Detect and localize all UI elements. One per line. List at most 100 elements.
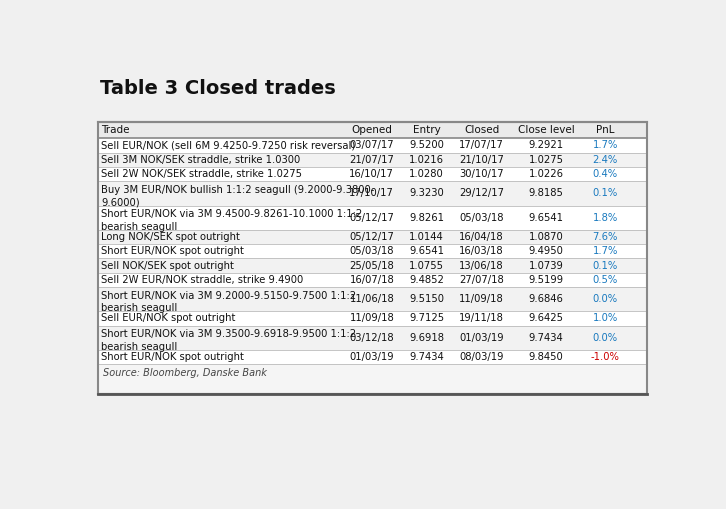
Text: -1.0%: -1.0% [591,352,620,362]
Text: 9.2921: 9.2921 [529,140,564,151]
Text: 17/10/17: 17/10/17 [349,188,394,199]
Text: 29/12/17: 29/12/17 [459,188,504,199]
Bar [97,206,647,230]
Text: 1.0216: 1.0216 [409,155,444,165]
Text: 1.0755: 1.0755 [409,261,444,271]
Text: Sell 2W EUR/NOK straddle, strike 9.4900: Sell 2W EUR/NOK straddle, strike 9.4900 [101,275,303,285]
Text: Entry: Entry [413,125,441,135]
Text: 11/09/18: 11/09/18 [459,294,504,304]
Text: 9.6541: 9.6541 [409,246,444,256]
Text: 9.7125: 9.7125 [409,314,444,324]
Text: Short EUR/NOK spot outright: Short EUR/NOK spot outright [101,352,244,362]
Text: Sell EUR/NOK (sell 6M 9.4250-9.7250 risk reversal): Sell EUR/NOK (sell 6M 9.4250-9.7250 risk… [101,140,355,151]
Text: 21/10/17: 21/10/17 [459,155,504,165]
Text: 05/03/18: 05/03/18 [460,213,504,222]
Text: 9.4950: 9.4950 [529,246,563,256]
Text: Sell EUR/NOK spot outright: Sell EUR/NOK spot outright [101,314,235,324]
Text: Opened: Opened [351,125,392,135]
Text: Source: Bloomberg, Danske Bank: Source: Bloomberg, Danske Bank [103,368,267,378]
Text: 08/03/19: 08/03/19 [460,352,504,362]
Text: 11/06/18: 11/06/18 [349,294,394,304]
Text: 0.1%: 0.1% [592,261,618,271]
Text: 05/03/18: 05/03/18 [349,246,394,256]
Text: Sell NOK/SEK spot outright: Sell NOK/SEK spot outright [101,261,234,271]
Text: 1.0226: 1.0226 [529,169,563,179]
Text: Closed: Closed [464,125,499,135]
Text: 16/07/18: 16/07/18 [349,275,394,285]
Text: Close level: Close level [518,125,574,135]
Text: 9.5150: 9.5150 [409,294,444,304]
Text: 0.0%: 0.0% [592,333,618,343]
Text: 9.5200: 9.5200 [409,140,444,151]
Bar [97,122,647,393]
Text: 1.0144: 1.0144 [409,232,444,242]
Text: 13/06/18: 13/06/18 [460,261,504,271]
Text: 1.0739: 1.0739 [529,261,563,271]
Bar [97,153,647,167]
Text: 9.6541: 9.6541 [529,213,563,222]
Text: Sell 2W NOK/SEK straddle, strike 1.0275: Sell 2W NOK/SEK straddle, strike 1.0275 [101,169,302,179]
Bar [97,122,647,138]
Text: Short EUR/NOK via 3M 9.3500-9.6918-9.9500 1:1:2
bearish seagull: Short EUR/NOK via 3M 9.3500-9.6918-9.950… [101,329,356,352]
Text: 03/07/17: 03/07/17 [349,140,394,151]
Text: 0.4%: 0.4% [592,169,618,179]
Text: 11/09/18: 11/09/18 [349,314,394,324]
Text: 0.5%: 0.5% [592,275,618,285]
Text: Sell 3M NOK/SEK straddle, strike 1.0300: Sell 3M NOK/SEK straddle, strike 1.0300 [101,155,300,165]
Text: 9.7434: 9.7434 [529,333,563,343]
Text: 9.8185: 9.8185 [529,188,563,199]
Text: PnL: PnL [596,125,614,135]
Text: 9.8261: 9.8261 [409,213,444,222]
Text: 1.8%: 1.8% [592,213,618,222]
Text: 19/11/18: 19/11/18 [459,314,504,324]
Text: Table 3 Closed trades: Table 3 Closed trades [100,79,336,98]
Text: 01/03/19: 01/03/19 [460,333,504,343]
Text: 9.7434: 9.7434 [409,352,444,362]
Bar [97,350,647,364]
Text: 2.4%: 2.4% [592,155,618,165]
Text: Short EUR/NOK spot outright: Short EUR/NOK spot outright [101,246,244,256]
Text: 21/07/17: 21/07/17 [349,155,394,165]
Bar [97,230,647,244]
Text: 27/07/18: 27/07/18 [459,275,504,285]
Text: 1.0%: 1.0% [592,314,618,324]
Bar [97,181,647,206]
Text: Short EUR/NOK via 3M 9.4500-9.8261-10.1000 1:1:2
bearish seagull: Short EUR/NOK via 3M 9.4500-9.8261-10.10… [101,209,362,232]
Text: 17/07/17: 17/07/17 [459,140,504,151]
Bar [97,138,647,153]
Text: 9.5199: 9.5199 [529,275,564,285]
Text: 0.0%: 0.0% [592,294,618,304]
Bar [97,167,647,181]
Text: 9.6918: 9.6918 [409,333,444,343]
Text: Buy 3M EUR/NOK bullish 1:1:2 seagull (9.2000-9.3800-
9.6000): Buy 3M EUR/NOK bullish 1:1:2 seagull (9.… [101,185,374,207]
Text: 9.3230: 9.3230 [409,188,444,199]
Text: 01/03/19: 01/03/19 [349,352,394,362]
Text: Short EUR/NOK via 3M 9.2000-9.5150-9.7500 1:1:2
bearish seagull: Short EUR/NOK via 3M 9.2000-9.5150-9.750… [101,291,356,313]
Bar [97,259,647,273]
Text: 30/10/17: 30/10/17 [460,169,504,179]
Text: 7.6%: 7.6% [592,232,618,242]
Text: 05/12/17: 05/12/17 [349,232,394,242]
Text: 1.0280: 1.0280 [409,169,444,179]
Bar [97,273,647,287]
Text: 1.7%: 1.7% [592,140,618,151]
Text: 03/12/18: 03/12/18 [349,333,394,343]
Text: Trade: Trade [101,125,129,135]
Text: 9.8450: 9.8450 [529,352,563,362]
Bar [97,326,647,350]
Text: 1.7%: 1.7% [592,246,618,256]
Text: 16/10/17: 16/10/17 [349,169,394,179]
Text: 05/12/17: 05/12/17 [349,213,394,222]
Text: 25/05/18: 25/05/18 [349,261,394,271]
Bar [97,364,647,393]
Text: 9.6425: 9.6425 [529,314,563,324]
Bar [97,287,647,312]
Bar [97,244,647,259]
Text: 1.0870: 1.0870 [529,232,563,242]
Text: Long NOK/SEK spot outright: Long NOK/SEK spot outright [101,232,240,242]
Text: 9.4852: 9.4852 [409,275,444,285]
Text: 0.1%: 0.1% [592,188,618,199]
Bar [97,312,647,326]
Text: 1.0275: 1.0275 [529,155,563,165]
Text: 16/04/18: 16/04/18 [460,232,504,242]
